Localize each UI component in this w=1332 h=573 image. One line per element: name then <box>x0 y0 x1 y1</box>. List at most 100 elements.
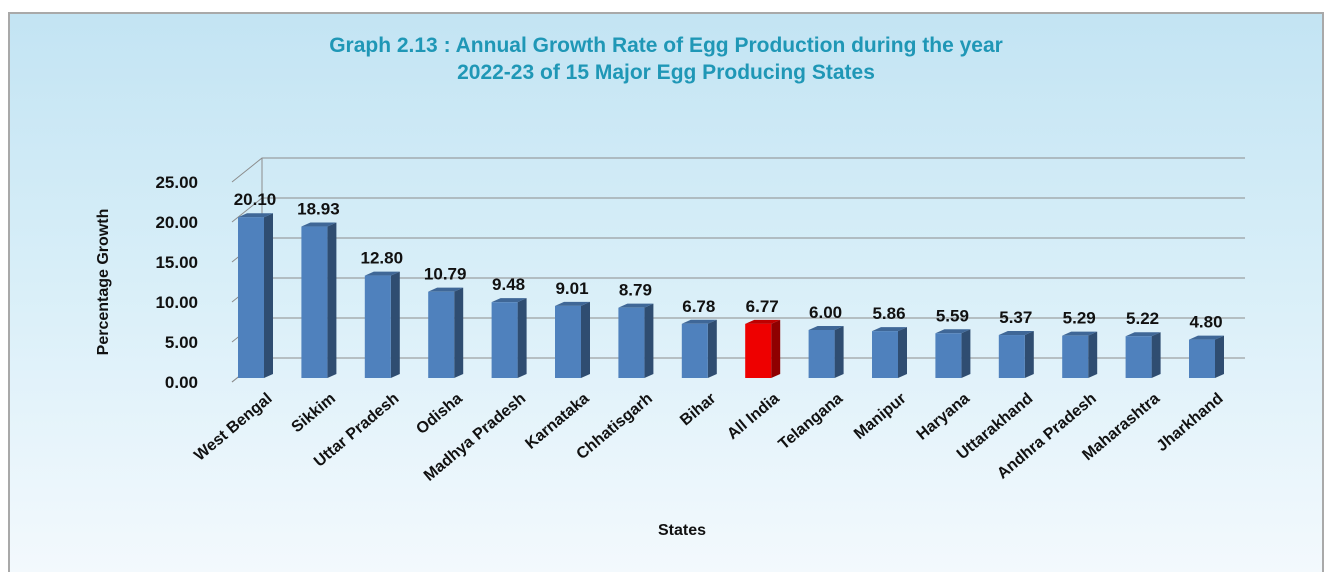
bar-side <box>1024 331 1034 378</box>
bar <box>491 298 527 378</box>
data-labels: 20.10 18.93 12.80 10.79 9.48 9.01 8.79 6.78 6.77… <box>234 190 1223 331</box>
bar <box>935 329 971 378</box>
bar-side <box>707 319 717 378</box>
y-tick-label: 10.00 <box>155 293 198 312</box>
bar <box>1189 335 1224 378</box>
data-label: 5.59 <box>936 306 969 325</box>
bar <box>364 271 400 378</box>
data-label: 8.79 <box>619 281 652 300</box>
bar-side <box>961 329 971 378</box>
data-label: 10.79 <box>424 265 467 284</box>
bar-front <box>238 217 264 378</box>
bar-side <box>644 303 654 378</box>
bar-front <box>808 330 835 378</box>
y-tick-labels: 0.00 5.00 10.00 15.00 20.00 25.00 <box>155 173 198 392</box>
bar-front <box>555 305 581 378</box>
chart-title-line1: Graph 2.13 : Annual Growth Rate of Egg P… <box>329 34 1003 57</box>
category-label: Sikkim <box>289 390 339 436</box>
data-label: 5.86 <box>872 304 905 323</box>
bar-front <box>428 291 455 378</box>
bar-top <box>428 287 464 292</box>
data-label: 20.10 <box>234 190 277 209</box>
bar-top <box>301 222 337 227</box>
data-label: 4.80 <box>1189 313 1222 332</box>
bar <box>238 213 273 378</box>
bar <box>872 327 907 378</box>
bar-top <box>555 301 590 306</box>
data-label: 18.93 <box>297 200 340 219</box>
category-label: All India <box>724 390 783 443</box>
bar-side <box>327 222 337 378</box>
bar-front <box>1125 336 1152 378</box>
bar-front <box>681 323 708 378</box>
category-label: Telangana <box>776 390 847 453</box>
bar <box>1125 332 1161 378</box>
bar-side <box>454 287 464 378</box>
bar-top <box>681 319 717 324</box>
category-label: Haryana <box>914 390 973 444</box>
bar-front <box>301 226 328 378</box>
category-label: West Bengal <box>191 390 275 465</box>
y-tick-label: 0.00 <box>165 373 198 392</box>
bar <box>681 319 717 378</box>
bar-top <box>491 298 527 303</box>
bar-front <box>872 331 898 378</box>
data-label: 12.80 <box>361 249 404 268</box>
bar-side <box>581 301 590 378</box>
bar-side <box>264 213 273 378</box>
gridline <box>231 197 1245 223</box>
data-label: 9.48 <box>492 275 525 294</box>
bar-top <box>364 271 400 276</box>
bar-front <box>745 323 772 378</box>
data-label: 6.77 <box>746 297 779 316</box>
bar-top <box>618 303 654 308</box>
bar-top <box>808 326 844 330</box>
chart-title: Graph 2.13 : Annual Growth Rate of Egg P… <box>0 32 1332 86</box>
y-tick-label: 5.00 <box>165 333 198 352</box>
bar-front <box>935 333 962 378</box>
bar-top <box>745 319 781 324</box>
y-axis-title: Percentage Growth <box>95 209 112 356</box>
bar-top <box>1062 331 1098 336</box>
bar <box>428 287 464 378</box>
category-label: Bihar <box>677 390 719 429</box>
bar <box>1062 331 1098 378</box>
bar-side <box>1088 331 1098 378</box>
bar-side <box>898 327 907 378</box>
bar-front <box>364 275 391 378</box>
bar-top <box>1125 332 1161 337</box>
category-label: Odisha <box>413 390 466 438</box>
category-label: Manipur <box>851 390 910 443</box>
bar <box>998 331 1034 378</box>
bar-front <box>1189 339 1215 378</box>
bar-top <box>935 329 971 334</box>
bar-side <box>1151 332 1161 378</box>
bar <box>555 301 590 378</box>
data-label: 9.01 <box>555 279 588 298</box>
data-label: 6.00 <box>809 303 842 322</box>
x-axis-title: States <box>658 522 706 539</box>
data-label: 6.78 <box>682 297 715 316</box>
chart-title-line2: 2022-23 of 15 Major Egg Producing States <box>457 61 875 84</box>
bar-top <box>872 327 907 332</box>
bar-front <box>1062 335 1089 378</box>
bar <box>618 303 654 378</box>
bar-top <box>998 331 1034 336</box>
y-tick-label: 25.00 <box>155 173 198 192</box>
chart-frame <box>8 12 1324 572</box>
data-label: 5.37 <box>999 308 1032 327</box>
bar-side <box>834 326 844 378</box>
gridline <box>231 157 1245 183</box>
category-label: Jharkhand <box>1154 390 1227 455</box>
bar-front <box>618 307 645 378</box>
bar-front <box>998 335 1025 378</box>
data-label: 5.29 <box>1063 309 1096 328</box>
bar <box>301 222 337 378</box>
bar-side <box>1215 335 1224 378</box>
bar-side <box>390 271 400 378</box>
bar-front <box>491 302 518 378</box>
data-label: 5.22 <box>1126 309 1159 328</box>
bar <box>745 319 781 378</box>
